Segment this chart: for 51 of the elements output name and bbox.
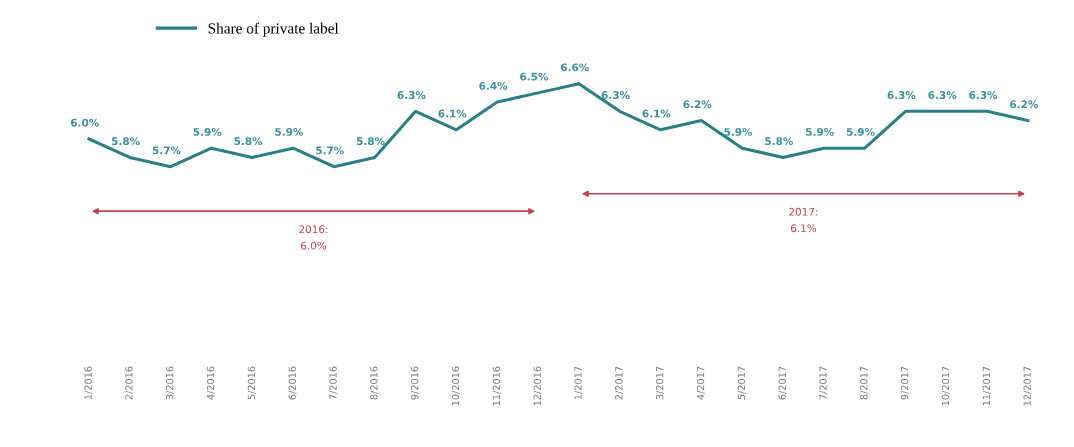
x-tick-label: 9/2017 — [901, 366, 910, 400]
data-label: 5.9% — [806, 127, 834, 136]
data-label: 6.5% — [520, 72, 549, 81]
data-label: 6.0% — [70, 118, 99, 127]
x-tick-label: 1/2017 — [574, 366, 583, 400]
x-tick-label: 4/2017 — [696, 366, 705, 400]
data-label: 5.8% — [234, 137, 263, 146]
data-label: 5.9% — [724, 127, 753, 136]
data-label: 6.1% — [642, 109, 671, 118]
data-label: 6.3% — [887, 91, 916, 99]
data-label: 6.4% — [479, 81, 508, 90]
data-label: 5.7% — [316, 146, 344, 155]
x-tick-label: 2/2016 — [125, 366, 134, 400]
x-tick-label: 6/2017 — [778, 366, 787, 400]
text: 2016: 6.0% — [299, 225, 328, 250]
x-tick-label: 11/2017 — [982, 366, 991, 406]
data-label: 5.9% — [275, 127, 304, 136]
data-label: 6.3% — [601, 91, 630, 99]
data-label: 6.2% — [683, 100, 712, 109]
x-tick-label: 4/2016 — [206, 366, 216, 400]
x-tick-label: 12/2017 — [1023, 366, 1032, 406]
data-label: 5.8% — [765, 137, 793, 146]
x-tick-label: 1/2016 — [84, 366, 93, 400]
data-label: 5.9% — [846, 127, 875, 136]
data-label: 5.9% — [193, 127, 222, 136]
data-label: 5.7% — [152, 146, 181, 155]
data-label: 6.3% — [969, 91, 998, 99]
data-label: 5.8% — [111, 137, 140, 146]
legend-label: Share of private label — [208, 22, 339, 37]
x-tick-label: 7/2017 — [819, 366, 828, 400]
text: 2017: 6.1% — [789, 207, 818, 233]
data-label: 5.8% — [356, 137, 385, 146]
x-tick-label: 3/2016 — [166, 366, 175, 400]
x-tick-label: 7/2016 — [329, 366, 338, 400]
data-label: 6.1% — [438, 109, 467, 118]
data-label: 6.3% — [397, 91, 426, 99]
x-tick-label: 5/2017 — [737, 366, 746, 400]
x-tick-label: 6/2016 — [288, 366, 297, 400]
data-label: 6.6% — [560, 63, 589, 72]
x-tick-label: 8/2017 — [860, 366, 869, 400]
data-label: 6.2% — [1010, 100, 1038, 109]
x-tick-label: 10/2017 — [941, 366, 950, 406]
x-tick-label: 11/2016 — [492, 366, 501, 406]
x-tick-label: 2/2017 — [615, 366, 624, 400]
x-tick-label: 12/2016 — [533, 366, 542, 406]
x-tick-label: 9/2016 — [411, 366, 420, 400]
x-tick-label: 3/2017 — [656, 366, 665, 400]
x-tick-label: 10/2016 — [451, 366, 460, 406]
x-tick-label: 5/2016 — [247, 366, 256, 400]
x-tick-label: 8/2016 — [370, 366, 379, 400]
data-label: 6.3% — [928, 91, 957, 99]
